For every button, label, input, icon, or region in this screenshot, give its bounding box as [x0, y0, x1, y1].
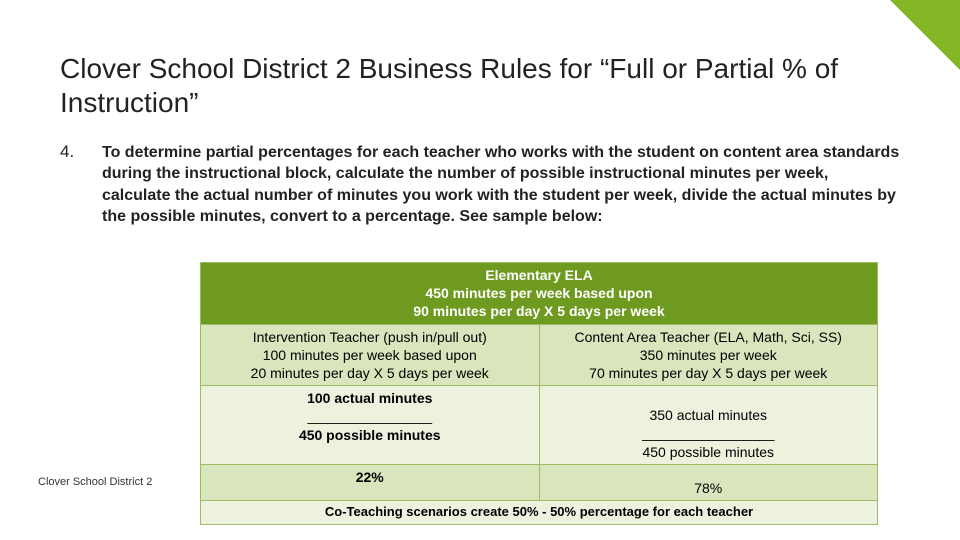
- divider-left: ________________: [209, 407, 531, 425]
- intervention-cell: Intervention Teacher (push in/pull out) …: [201, 324, 540, 386]
- percent-right: 78%: [539, 464, 878, 500]
- actual-minutes-right: 350 actual minutes: [548, 406, 870, 424]
- percent-left: 22%: [201, 464, 540, 500]
- content-teacher-cell: Content Area Teacher (ELA, Math, Sci, SS…: [539, 324, 878, 386]
- slide-title: Clover School District 2 Business Rules …: [60, 52, 900, 120]
- table-row: 22% 78%: [201, 464, 878, 500]
- table-header: Elementary ELA 450 minutes per week base…: [201, 263, 878, 325]
- divider-right: _________________: [548, 424, 870, 442]
- example-table: Elementary ELA 450 minutes per week base…: [200, 262, 878, 525]
- possible-minutes-right: 450 possible minutes: [548, 443, 870, 461]
- table-row: Intervention Teacher (push in/pull out) …: [201, 324, 878, 386]
- table-footer: Co-Teaching scenarios create 50% - 50% p…: [201, 500, 878, 524]
- attribution: Clover School District 2: [38, 476, 152, 488]
- possible-minutes-left: 450 possible minutes: [209, 426, 531, 444]
- table-header-row: Elementary ELA 450 minutes per week base…: [201, 263, 878, 325]
- right-calc-cell: 350 actual minutes _________________ 450…: [539, 386, 878, 465]
- actual-minutes-left: 100 actual minutes: [209, 389, 531, 407]
- rule-text: To determine partial percentages for eac…: [102, 142, 900, 226]
- table-footer-row: Co-Teaching scenarios create 50% - 50% p…: [201, 500, 878, 524]
- table-header-text: Elementary ELA 450 minutes per week base…: [413, 267, 664, 319]
- rule-item: 4. To determine partial percentages for …: [60, 142, 900, 226]
- table: Elementary ELA 450 minutes per week base…: [200, 262, 878, 525]
- rule-number: 4.: [60, 142, 80, 162]
- table-row: 100 actual minutes ________________ 450 …: [201, 386, 878, 465]
- left-calc-cell: 100 actual minutes ________________ 450 …: [201, 386, 540, 465]
